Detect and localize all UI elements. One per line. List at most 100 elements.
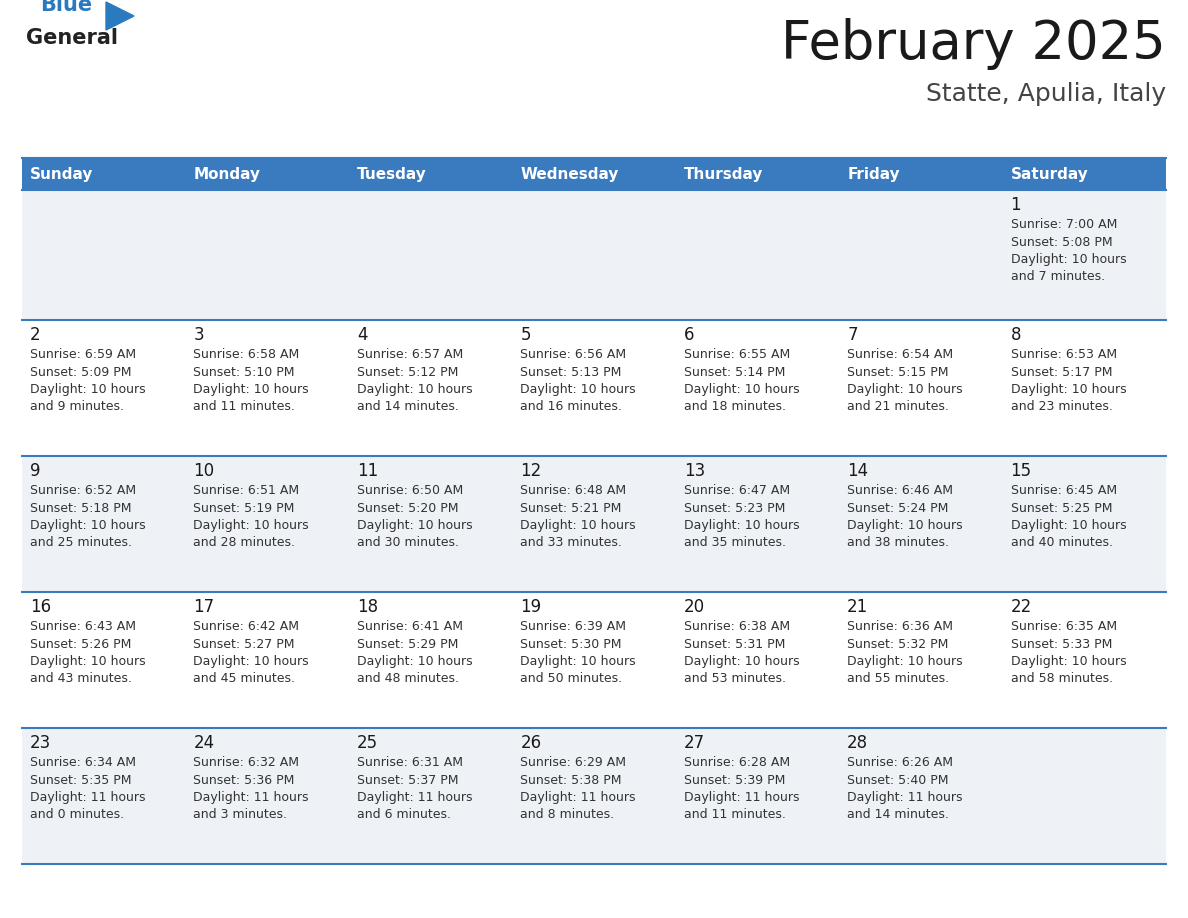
Text: and 18 minutes.: and 18 minutes. (684, 400, 785, 413)
Bar (1003, 592, 1165, 728)
Text: 20: 20 (684, 598, 704, 616)
Text: and 8 minutes.: and 8 minutes. (520, 809, 614, 822)
Text: and 38 minutes.: and 38 minutes. (847, 536, 949, 550)
Text: Friday: Friday (847, 166, 899, 182)
Text: Daylight: 10 hours: Daylight: 10 hours (194, 383, 309, 396)
Text: 11: 11 (356, 462, 378, 480)
Text: and 50 minutes.: and 50 minutes. (520, 673, 623, 686)
Text: Daylight: 10 hours: Daylight: 10 hours (356, 655, 473, 668)
Text: Daylight: 10 hours: Daylight: 10 hours (356, 383, 473, 396)
Text: Daylight: 10 hours: Daylight: 10 hours (30, 519, 146, 532)
Text: Sunset: 5:33 PM: Sunset: 5:33 PM (1011, 637, 1112, 651)
Text: Sunrise: 6:59 AM: Sunrise: 6:59 AM (30, 348, 137, 361)
Text: Sunrise: 6:32 AM: Sunrise: 6:32 AM (194, 756, 299, 769)
Text: Daylight: 10 hours: Daylight: 10 hours (520, 655, 636, 668)
Text: and 30 minutes.: and 30 minutes. (356, 536, 459, 550)
Text: 26: 26 (520, 734, 542, 752)
Bar (185, 728, 349, 864)
Text: 14: 14 (847, 462, 868, 480)
Text: Sunrise: 6:51 AM: Sunrise: 6:51 AM (194, 484, 299, 497)
Text: and 9 minutes.: and 9 minutes. (30, 400, 124, 413)
Text: Daylight: 10 hours: Daylight: 10 hours (1011, 383, 1126, 396)
Text: Daylight: 10 hours: Daylight: 10 hours (30, 383, 146, 396)
Text: Daylight: 10 hours: Daylight: 10 hours (1011, 253, 1126, 266)
Text: Sunrise: 6:58 AM: Sunrise: 6:58 AM (194, 348, 299, 361)
Text: and 16 minutes.: and 16 minutes. (520, 400, 623, 413)
Text: and 11 minutes.: and 11 minutes. (194, 400, 296, 413)
Text: Sunrise: 6:43 AM: Sunrise: 6:43 AM (30, 620, 135, 633)
Text: and 7 minutes.: and 7 minutes. (1011, 271, 1105, 284)
Bar (676, 728, 839, 864)
Text: Sunset: 5:15 PM: Sunset: 5:15 PM (847, 365, 949, 378)
Text: 24: 24 (194, 734, 215, 752)
Text: 22: 22 (1011, 598, 1032, 616)
Text: Sunset: 5:36 PM: Sunset: 5:36 PM (194, 774, 295, 787)
Bar (676, 320, 839, 456)
Text: 19: 19 (520, 598, 542, 616)
Bar (185, 158, 349, 190)
Text: and 48 minutes.: and 48 minutes. (356, 673, 459, 686)
Bar (676, 592, 839, 728)
Text: Sunset: 5:13 PM: Sunset: 5:13 PM (520, 365, 621, 378)
Bar (349, 456, 512, 592)
Text: 13: 13 (684, 462, 704, 480)
Bar (1003, 158, 1165, 190)
Bar (23, 190, 185, 320)
Text: Thursday: Thursday (684, 166, 763, 182)
Text: Sunset: 5:32 PM: Sunset: 5:32 PM (847, 637, 948, 651)
Text: Daylight: 10 hours: Daylight: 10 hours (684, 519, 800, 532)
Bar (839, 190, 1003, 320)
Text: Sunset: 5:20 PM: Sunset: 5:20 PM (356, 501, 459, 514)
Text: Sunset: 5:40 PM: Sunset: 5:40 PM (847, 774, 949, 787)
Text: Daylight: 10 hours: Daylight: 10 hours (684, 383, 800, 396)
Text: Sunset: 5:29 PM: Sunset: 5:29 PM (356, 637, 459, 651)
Text: Sunrise: 6:57 AM: Sunrise: 6:57 AM (356, 348, 463, 361)
Text: Monday: Monday (194, 166, 260, 182)
Text: Daylight: 10 hours: Daylight: 10 hours (194, 655, 309, 668)
Text: Sunset: 5:18 PM: Sunset: 5:18 PM (30, 501, 132, 514)
Text: Daylight: 10 hours: Daylight: 10 hours (847, 519, 962, 532)
Text: Sunrise: 6:48 AM: Sunrise: 6:48 AM (520, 484, 626, 497)
Bar (1003, 456, 1165, 592)
Text: General: General (26, 28, 118, 48)
Text: Daylight: 10 hours: Daylight: 10 hours (30, 655, 146, 668)
Bar (349, 728, 512, 864)
Text: 5: 5 (520, 326, 531, 344)
Text: and 25 minutes.: and 25 minutes. (30, 536, 132, 550)
Text: Daylight: 10 hours: Daylight: 10 hours (847, 383, 962, 396)
Text: Sunrise: 6:41 AM: Sunrise: 6:41 AM (356, 620, 463, 633)
Bar (512, 728, 676, 864)
Bar (1003, 320, 1165, 456)
Text: and 28 minutes.: and 28 minutes. (194, 536, 296, 550)
Text: and 33 minutes.: and 33 minutes. (520, 536, 623, 550)
Bar (185, 456, 349, 592)
Text: Sunset: 5:08 PM: Sunset: 5:08 PM (1011, 236, 1112, 249)
Text: Sunrise: 7:00 AM: Sunrise: 7:00 AM (1011, 218, 1117, 231)
Text: Sunday: Sunday (30, 166, 94, 182)
Text: and 45 minutes.: and 45 minutes. (194, 673, 296, 686)
Text: 16: 16 (30, 598, 51, 616)
Text: Sunrise: 6:29 AM: Sunrise: 6:29 AM (520, 756, 626, 769)
Text: 25: 25 (356, 734, 378, 752)
Text: and 35 minutes.: and 35 minutes. (684, 536, 785, 550)
Text: 6: 6 (684, 326, 694, 344)
Polygon shape (106, 2, 134, 30)
Bar (185, 592, 349, 728)
Text: Sunrise: 6:45 AM: Sunrise: 6:45 AM (1011, 484, 1117, 497)
Text: Statte, Apulia, Italy: Statte, Apulia, Italy (925, 82, 1165, 106)
Text: Daylight: 10 hours: Daylight: 10 hours (1011, 655, 1126, 668)
Text: Daylight: 10 hours: Daylight: 10 hours (847, 655, 962, 668)
Text: 1: 1 (1011, 196, 1022, 214)
Text: Daylight: 11 hours: Daylight: 11 hours (520, 791, 636, 804)
Text: 9: 9 (30, 462, 40, 480)
Bar (349, 320, 512, 456)
Bar (23, 728, 185, 864)
Text: Sunrise: 6:54 AM: Sunrise: 6:54 AM (847, 348, 953, 361)
Text: 23: 23 (30, 734, 51, 752)
Bar (676, 190, 839, 320)
Text: Daylight: 11 hours: Daylight: 11 hours (847, 791, 962, 804)
Text: and 3 minutes.: and 3 minutes. (194, 809, 287, 822)
Text: Daylight: 10 hours: Daylight: 10 hours (520, 383, 636, 396)
Text: 28: 28 (847, 734, 868, 752)
Text: Sunset: 5:17 PM: Sunset: 5:17 PM (1011, 365, 1112, 378)
